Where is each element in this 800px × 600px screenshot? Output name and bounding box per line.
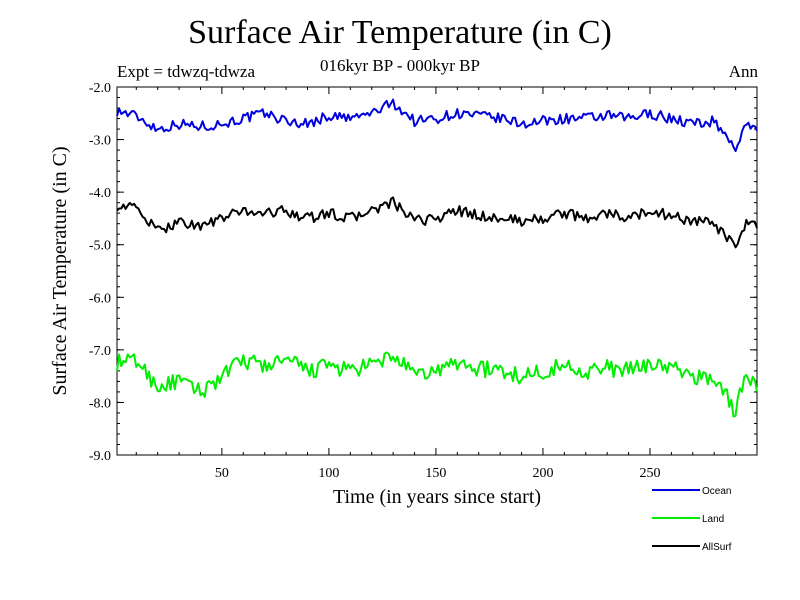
y-tick-label: -3.0 — [89, 134, 111, 149]
y-tick-label: -9.0 — [89, 449, 111, 464]
experiment-label: Expt = tdwzq-tdwza — [117, 62, 255, 81]
x-axis: 50 100 150 200 250 — [135, 87, 737, 481]
plot-frame — [116, 86, 758, 456]
x-tick-label: 200 — [532, 466, 553, 481]
legend-label-allsurf: AllSurf — [702, 542, 732, 553]
y-tick-label: -8.0 — [89, 396, 111, 411]
series-line-ocean — [116, 98, 758, 153]
chart-subtitle: 016kyr BP - 000kyr BP — [320, 56, 480, 75]
series-layer — [116, 98, 758, 418]
legend-label-land: Land — [702, 514, 724, 525]
x-tick-label: 50 — [215, 466, 229, 481]
chart-title: Surface Air Temperature (in C) — [188, 14, 612, 51]
y-tick-label: -2.0 — [89, 81, 111, 96]
x-tick-label: 100 — [318, 466, 339, 481]
legend: Ocean Land AllSurf — [652, 486, 732, 553]
x-tick-label: 250 — [639, 466, 660, 481]
y-tick-label: -6.0 — [89, 291, 111, 306]
y-tick-label: -4.0 — [89, 186, 111, 201]
y-tick-label: -5.0 — [89, 239, 111, 254]
x-axis-label: Time (in years since start) — [333, 486, 541, 508]
y-axis: -2.0 -3.0 -4.0 -5.0 -6.0 -7.0 -8.0 -9.0 — [89, 81, 757, 464]
series-line-land — [116, 351, 758, 418]
season-label: Ann — [728, 62, 758, 81]
series-line-allsurf — [116, 196, 758, 249]
y-tick-label: -7.0 — [89, 344, 111, 359]
y-axis-label: Surface Air Temperature (in C) — [49, 146, 71, 395]
x-tick-label: 150 — [425, 466, 446, 481]
legend-label-ocean: Ocean — [702, 486, 731, 497]
